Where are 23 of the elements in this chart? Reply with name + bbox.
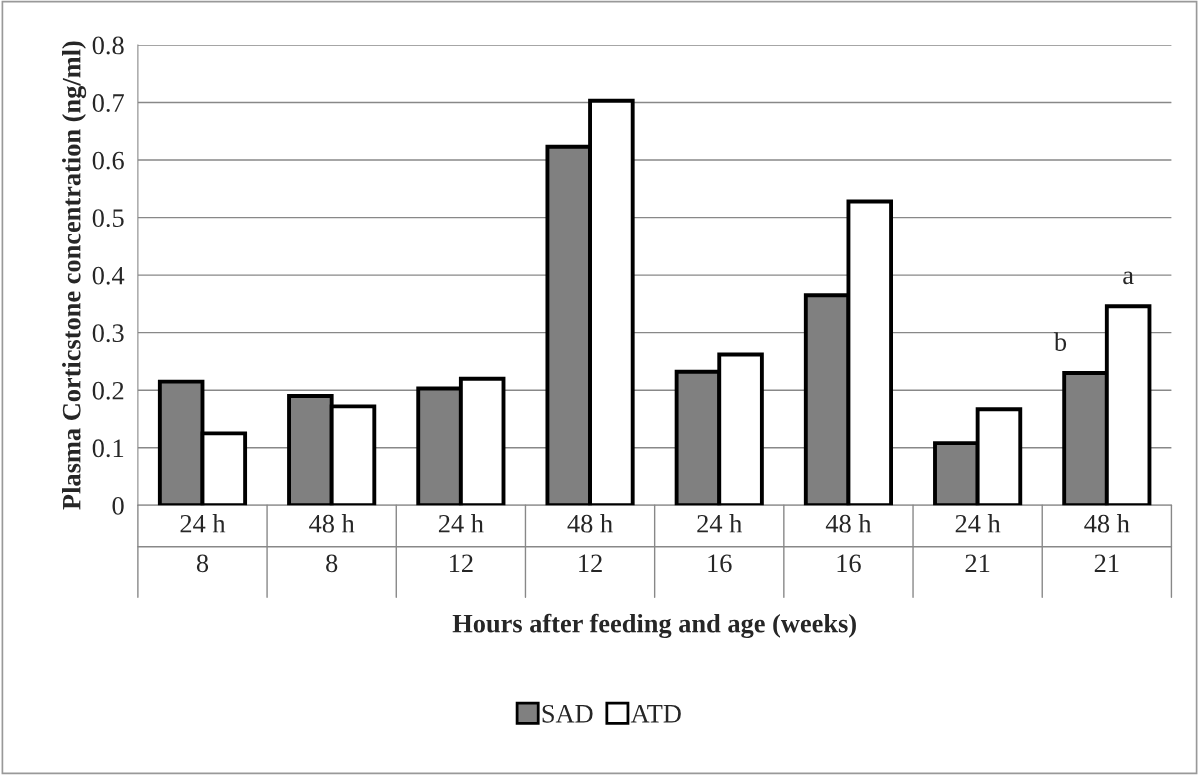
y-tick-label: 0.3 [92, 324, 124, 343]
legend-label: ATD [630, 704, 681, 723]
y-tick-label: 0.5 [92, 209, 124, 228]
x-tick-label: 48 h 16 [825, 514, 872, 573]
annotation: b [1053, 332, 1067, 351]
y-tick-label: 0.8 [92, 36, 124, 55]
x-tick-label: 24 h 12 [438, 514, 484, 572]
y-tick-label: 0.1 [92, 439, 124, 458]
y-tick-label: 0 [112, 496, 124, 515]
x-tick-label: 24 h 8 [180, 514, 226, 573]
y-tick-label: 0.2 [92, 381, 124, 400]
x-tick-label: 48 h 21 [1084, 514, 1130, 572]
y-axis-title: Plasma Corticstone concentration (ng/ml) [62, 41, 87, 510]
y-tick-label: 0.4 [92, 266, 125, 285]
x-tick-label: 48 h 12 [567, 514, 613, 572]
annotation: a [1123, 271, 1134, 285]
x-tick-label: 48 h 8 [309, 514, 355, 573]
legend-label: SAD [542, 704, 593, 723]
y-tick-label: 0.6 [92, 151, 124, 170]
y-tick-label: 0.7 [92, 94, 124, 113]
x-tick-label: 24 h 16 [697, 514, 742, 573]
x-tick-label: 24 h 21 [955, 514, 1001, 572]
x-axis-title: Hours after feeding and age (weeks) [452, 613, 856, 639]
